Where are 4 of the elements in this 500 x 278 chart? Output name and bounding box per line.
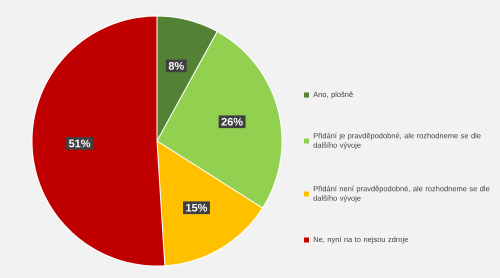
data-label: 26% xyxy=(221,118,243,126)
data-label: 15% xyxy=(186,204,208,212)
data-label: 8% xyxy=(168,62,184,70)
data-label: 51% xyxy=(68,140,90,148)
